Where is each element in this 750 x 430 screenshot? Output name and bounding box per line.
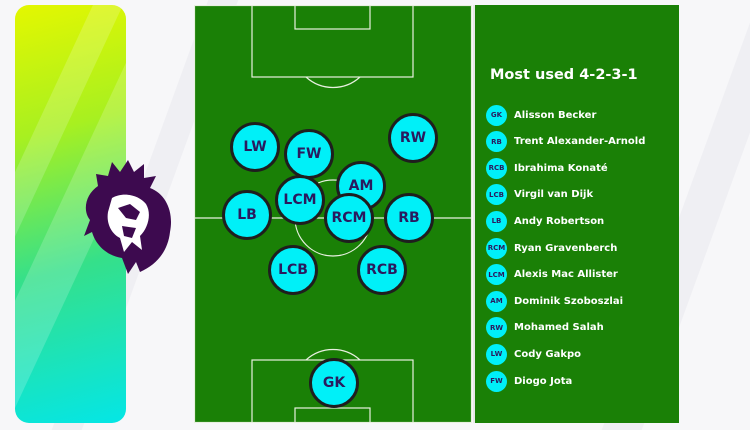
lineup-row: RW Mohamed Salah bbox=[486, 317, 604, 339]
premier-league-lion-logo bbox=[84, 160, 172, 274]
player-name: Mohamed Salah bbox=[514, 322, 604, 334]
lineup-row: LW Cody Gakpo bbox=[486, 343, 582, 365]
lineup-row: GK Alisson Becker bbox=[486, 104, 597, 126]
player-marker-lcb[interactable]: LCB bbox=[268, 245, 318, 295]
player-marker-gk[interactable]: GK bbox=[309, 358, 359, 408]
player-name: Virgil van Dijk bbox=[514, 189, 594, 201]
player-name: Cody Gakpo bbox=[514, 348, 582, 360]
lineup-panel: Most used 4-2-3-1 GK Alisson Becker RB Tren… bbox=[473, 5, 679, 423]
position-badge: GK bbox=[486, 104, 507, 126]
position-badge: LB bbox=[486, 210, 507, 232]
position-badge: LW bbox=[486, 343, 507, 365]
player-marker-fw[interactable]: FW bbox=[284, 129, 334, 179]
position-badge: AM bbox=[486, 290, 507, 312]
lineup-row: LB Andy Robertson bbox=[486, 210, 605, 232]
pitch: LW FW RW AM LCM RCM LB RB LCB RCB GK bbox=[194, 5, 472, 423]
player-marker-rcb[interactable]: RCB bbox=[357, 245, 407, 295]
lineup-row: RB Trent Alexander-Arnold bbox=[486, 131, 646, 153]
player-name: Dominik Szoboszlai bbox=[514, 295, 623, 307]
position-badge: RB bbox=[486, 131, 507, 153]
player-name: Trent Alexander-Arnold bbox=[514, 136, 646, 148]
lineup-row: FW Diogo Jota bbox=[486, 370, 573, 392]
player-marker-rb[interactable]: RB bbox=[384, 193, 434, 243]
lineup-row: LCB Virgil van Dijk bbox=[486, 184, 594, 206]
lineup-title: Most used 4-2-3-1 bbox=[490, 67, 638, 83]
player-name: Alisson Becker bbox=[514, 109, 597, 121]
player-name: Ryan Gravenberch bbox=[514, 242, 618, 254]
player-name: Alexis Mac Allister bbox=[514, 269, 618, 281]
position-badge: LCM bbox=[486, 264, 507, 286]
player-name: Diogo Jota bbox=[514, 375, 573, 387]
lineup-row: AM Dominik Szoboszlai bbox=[486, 290, 623, 312]
player-marker-lw[interactable]: LW bbox=[230, 122, 280, 172]
position-badge: FW bbox=[486, 370, 507, 392]
player-marker-lb[interactable]: LB bbox=[222, 190, 272, 240]
player-marker-lcm[interactable]: LCM bbox=[275, 175, 325, 225]
lineup-row: LCM Alexis Mac Allister bbox=[486, 264, 618, 286]
position-badge: RW bbox=[486, 317, 507, 339]
lineup-row: RCB Ibrahima Konaté bbox=[486, 157, 608, 179]
position-badge: LCB bbox=[486, 184, 507, 206]
position-badge: RCB bbox=[486, 157, 507, 179]
player-marker-rw[interactable]: RW bbox=[388, 113, 438, 163]
position-badge: RCM bbox=[486, 237, 507, 259]
player-name: Ibrahima Konaté bbox=[514, 162, 608, 174]
player-name: Andy Robertson bbox=[514, 215, 605, 227]
player-marker-rcm[interactable]: RCM bbox=[324, 193, 374, 243]
lineup-row: RCM Ryan Gravenberch bbox=[486, 237, 618, 259]
